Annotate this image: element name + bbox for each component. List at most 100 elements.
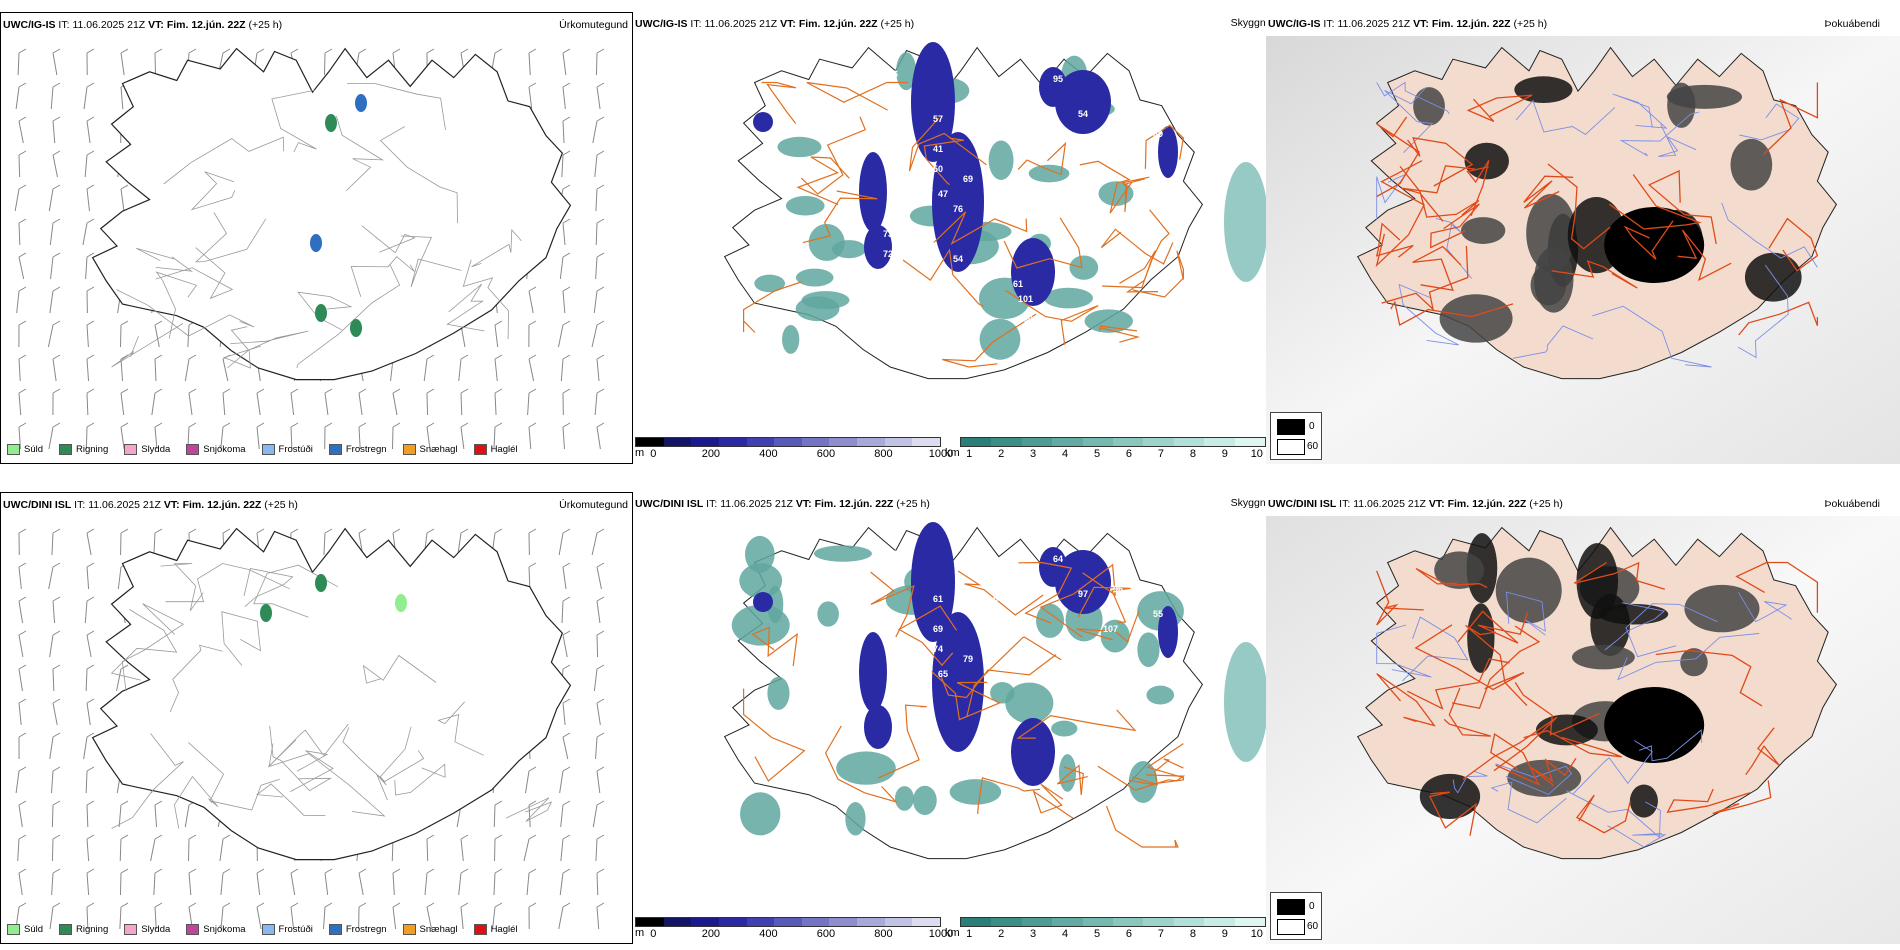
wind-barb-flag xyxy=(596,630,605,636)
colorbar-cell xyxy=(1113,438,1144,446)
colorbar-tick-label: 400 xyxy=(759,928,778,940)
visibility-patch xyxy=(795,296,840,322)
colorbar-cell xyxy=(884,438,913,446)
wind-barb xyxy=(52,120,56,144)
wind-barb xyxy=(596,358,600,382)
road-line xyxy=(1132,250,1184,298)
road-line xyxy=(1466,94,1533,122)
colorbar-tick-label: 7 xyxy=(1157,448,1164,460)
road-line xyxy=(350,256,415,297)
wind-barb-flag xyxy=(18,320,27,326)
wind-barb-flag xyxy=(426,528,435,534)
wind-barb-flag xyxy=(494,422,503,428)
fog-patch xyxy=(1460,217,1506,244)
fog-patch xyxy=(1604,687,1705,764)
wind-barb-flag xyxy=(494,834,503,840)
cloudbase-unit: m xyxy=(635,927,645,939)
wind-barb-flag xyxy=(256,388,265,394)
wind-barb-flag xyxy=(52,902,61,908)
road-line xyxy=(1428,791,1477,836)
wind-barb-flag xyxy=(52,630,61,636)
visibility-patch xyxy=(1051,720,1078,737)
wind-barb xyxy=(460,838,464,862)
colorbar-tick-label: 600 xyxy=(816,448,836,460)
visibility-patch xyxy=(754,274,786,293)
road-line xyxy=(1515,99,1616,135)
visibility-patch xyxy=(1005,682,1054,724)
wind-barb-flag xyxy=(528,868,537,874)
wind-barb-flag xyxy=(18,48,27,54)
wind-barb xyxy=(49,222,54,246)
wind-barb xyxy=(594,154,598,178)
legend-swatch xyxy=(7,444,20,455)
wind-barb xyxy=(150,838,156,862)
wind-barb-flag xyxy=(460,354,469,360)
wind-barb-flag xyxy=(596,562,605,568)
wind-barb-flag xyxy=(86,218,95,224)
wind-barb-flag xyxy=(290,868,299,874)
wind-barb xyxy=(561,154,564,178)
wind-barb xyxy=(18,600,24,624)
cloudbase-labels: 76 57 67 80 55 95 54 71 89 86 41 50 47 63 69 85 73 72 76 54… xyxy=(878,69,1163,324)
wind-barb-flag xyxy=(290,902,299,908)
colorbar-cell xyxy=(718,438,747,446)
fog-patch xyxy=(1744,252,1802,302)
road-line xyxy=(121,603,184,692)
cloudbase-value-label: 57 xyxy=(933,114,943,124)
colorbar-tick-label: 6 xyxy=(1125,448,1133,460)
colorbar-cell xyxy=(718,918,747,926)
wind-barb-flag xyxy=(188,868,197,874)
wind-barb-flag xyxy=(86,388,95,394)
precip-patch xyxy=(325,114,337,132)
visibility-patch xyxy=(795,268,834,287)
visibility-patch xyxy=(988,140,1014,180)
wind-barb-flag xyxy=(596,48,605,54)
colorbar-tick-label: 5 xyxy=(1093,448,1101,460)
wind-barb-flag xyxy=(154,528,163,534)
wind-barb-flag xyxy=(596,354,605,360)
wind-barb xyxy=(51,532,54,556)
fog-legend-swatch-high xyxy=(1277,919,1305,935)
fog-patch xyxy=(1439,294,1513,343)
road-line xyxy=(111,323,184,368)
wind-barb xyxy=(49,736,54,760)
wind-barb xyxy=(14,188,20,212)
precip-type-panel-bottom: UWC/DINI ISL IT: 11.06.2025 21Z VT: Fim.… xyxy=(0,492,633,944)
cloudbase-labels: 109 61 44 59 54 64 97 96 55 107 69 74 65 10 79 101 xyxy=(878,549,1163,679)
wind-barb xyxy=(525,770,530,794)
wind-barb xyxy=(52,600,56,624)
wind-barb-flag xyxy=(18,698,27,704)
road-line xyxy=(271,89,317,153)
cloudbase-value-label: 71 xyxy=(1113,104,1123,114)
wind-barb xyxy=(18,256,25,280)
wind-barb-flag xyxy=(596,218,605,224)
wind-barb xyxy=(151,392,156,416)
wind-barb xyxy=(18,222,21,246)
legend-swatch xyxy=(473,924,487,935)
colorbar-cell xyxy=(1113,918,1144,926)
cloudbase-value-label: 80 xyxy=(978,84,988,94)
road-line xyxy=(1745,727,1780,775)
wind-barb-flag xyxy=(460,422,469,428)
fog-patch xyxy=(1419,773,1481,819)
wind-barb-flag xyxy=(154,354,163,360)
wind-barb-flag xyxy=(120,354,129,360)
wind-barb-flag xyxy=(52,834,61,840)
cloudbase-value-label: 238 xyxy=(918,304,933,314)
road-line xyxy=(1376,116,1420,198)
colorbar-cell xyxy=(1021,918,1053,926)
colorbar-tick-label: 200 xyxy=(701,448,721,460)
wind-barb xyxy=(595,736,598,760)
visibility-patch xyxy=(979,318,1021,360)
wind-barb-flag xyxy=(528,562,537,568)
colorbar-cell xyxy=(1204,918,1235,926)
colorbar-strip xyxy=(635,917,941,927)
wind-barb xyxy=(49,634,54,658)
wind-barb xyxy=(426,838,429,862)
wind-barb xyxy=(595,52,598,76)
wind-barb-flag xyxy=(120,320,129,326)
wind-barb-flag xyxy=(562,766,571,772)
wind-barb-flag xyxy=(18,868,27,874)
fog-patch xyxy=(1526,194,1577,272)
wind-barb-flag xyxy=(562,354,571,360)
